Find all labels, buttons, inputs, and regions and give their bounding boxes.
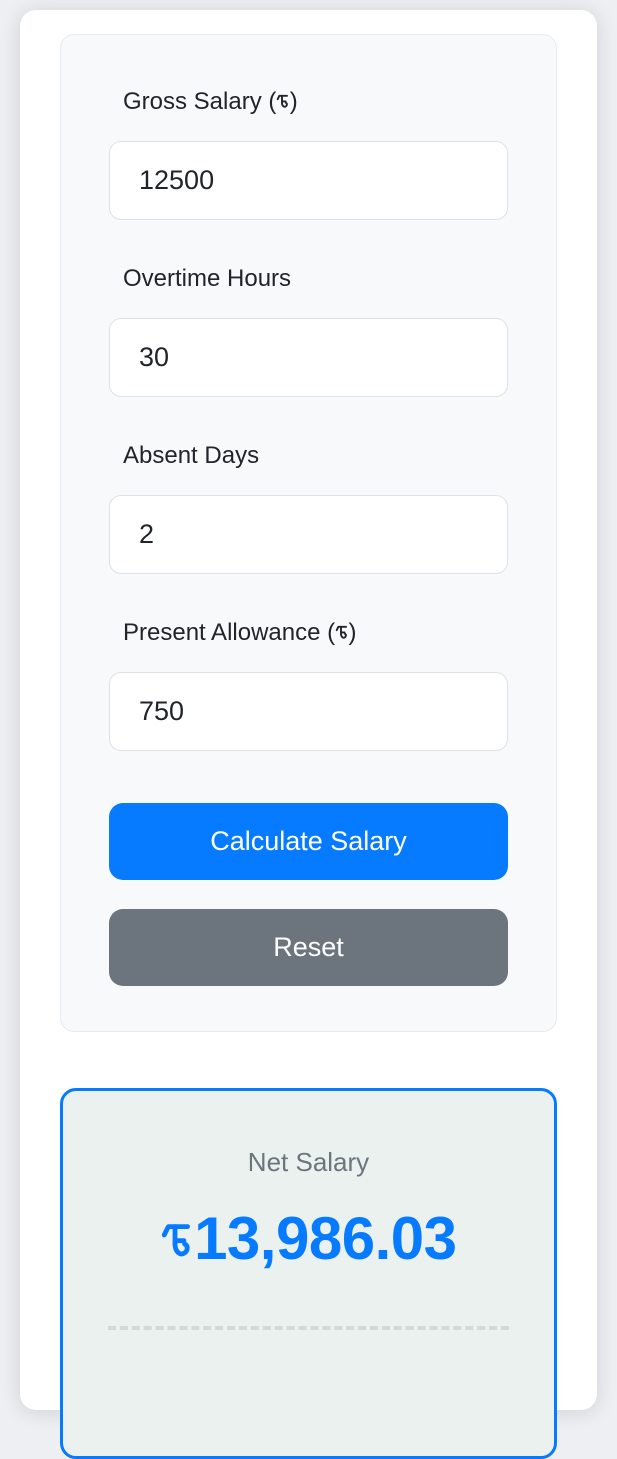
absent-days-input[interactable] [109,495,508,574]
net-salary-title: Net Salary [247,1147,370,1177]
absent-days-label: Absent Days [123,442,260,469]
present-allowance-input[interactable] [109,672,508,751]
result-dashed-divider [108,1326,509,1336]
present-allowance-label: Present Allowance () [123,619,357,646]
gross-salary-label: Gross Salary () [123,88,298,115]
overtime-hours-input[interactable] [109,318,508,397]
app-card: Gross Salary () Overtime Hours Absent Da… [20,10,597,1459]
net-salary-result-card: Net Salary 13,986.03 [60,1088,557,1459]
taka-sign-icon [277,95,289,108]
net-salary-amount: 13,986.03 [108,1204,509,1274]
salary-form-card: Gross Salary () Overtime Hours Absent Da… [60,34,557,1032]
calculate-salary-button[interactable]: Calculate Salary [109,803,508,880]
gross-salary-input[interactable] [109,141,508,220]
reset-button[interactable]: Reset [109,909,508,986]
taka-sign-icon [162,1224,191,1257]
overtime-hours-label: Overtime Hours [123,265,292,292]
taka-sign-icon [335,626,348,639]
